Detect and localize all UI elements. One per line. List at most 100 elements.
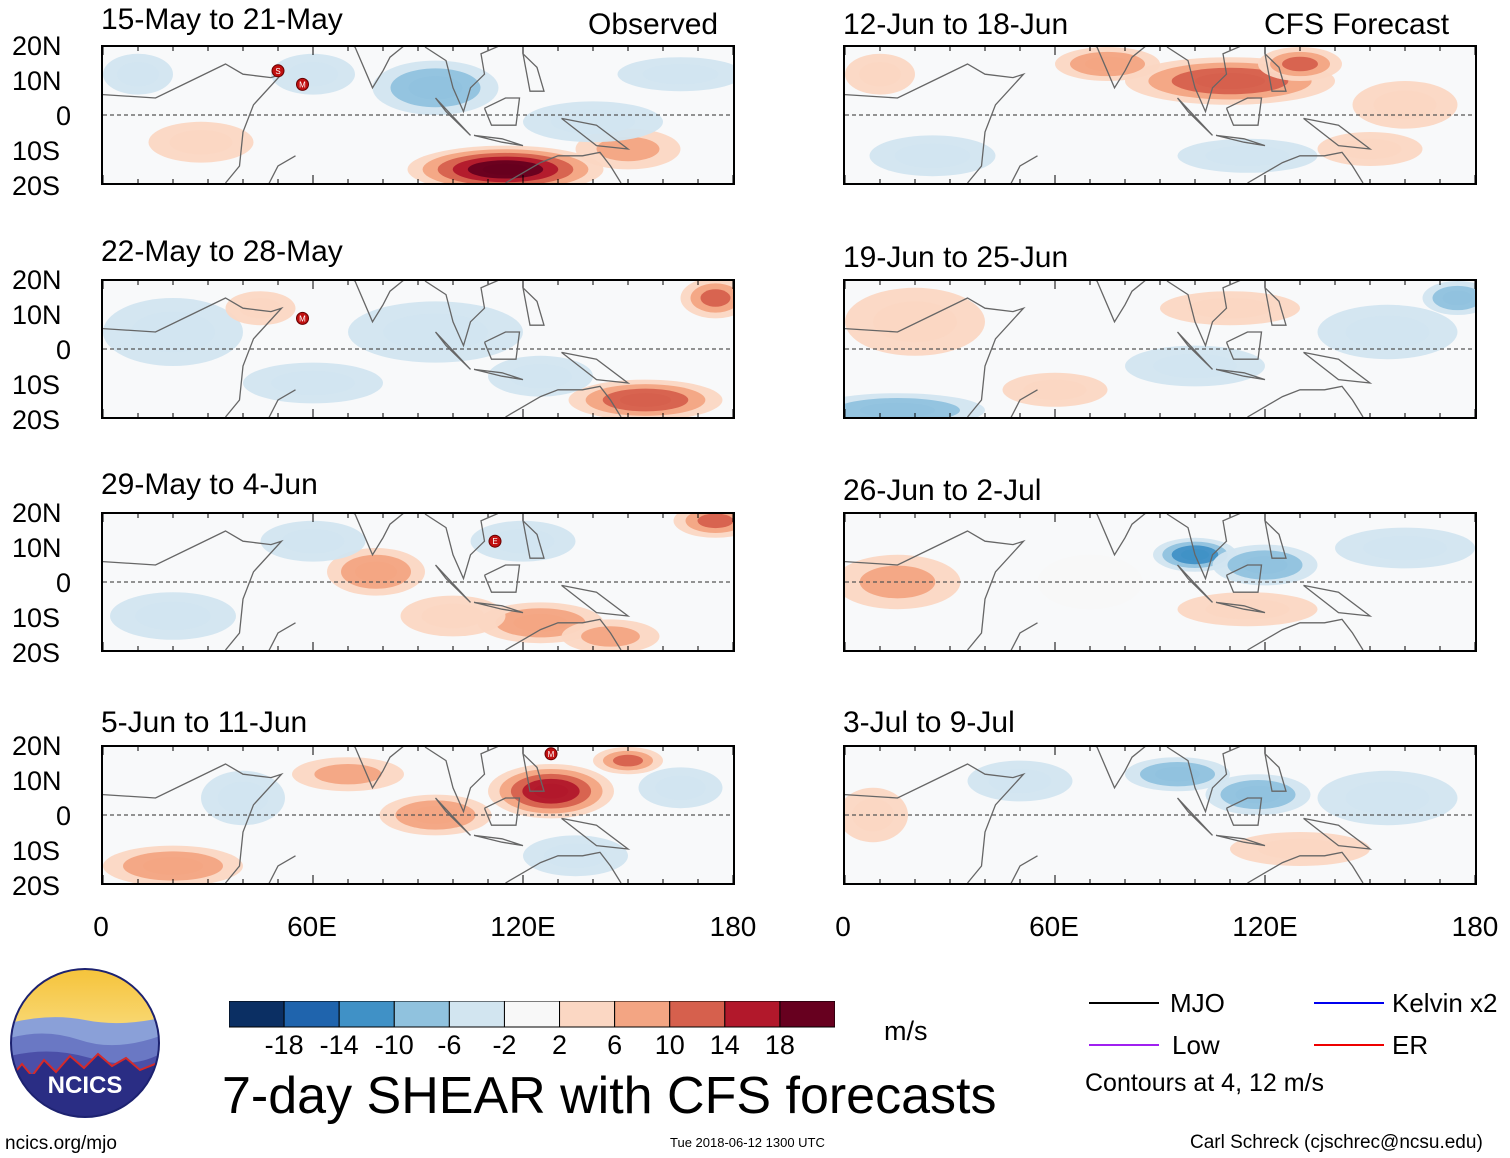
legend-label-mjo: MJO: [1170, 988, 1225, 1018]
coastline: [1176, 797, 1213, 836]
lon-label: 120E: [1232, 911, 1298, 942]
coastline: [845, 297, 1026, 417]
svg-text:NCICS: NCICS: [48, 1072, 123, 1099]
colorbar-tick-label: 10: [654, 1030, 685, 1060]
map-panel: M: [101, 745, 735, 885]
storm-marker-icon: [544, 747, 558, 761]
coastline: [505, 851, 622, 883]
lat-label: 0: [56, 335, 72, 365]
storm-marker-icon: [271, 64, 285, 78]
contour-note: Contours at 4, 12 m/s: [1085, 1069, 1325, 1097]
coastline: [1303, 351, 1373, 384]
ncics-logo-icon: NCICS: [10, 968, 160, 1118]
colorbar-swatch: [724, 1001, 781, 1028]
lat-label: 20N: [12, 31, 62, 61]
storm-marker-label: M: [299, 80, 306, 89]
shear-anomaly-blob: [482, 163, 529, 175]
coastline: [1247, 851, 1364, 883]
coastline: [1010, 155, 1038, 183]
map-panel: E: [101, 512, 735, 652]
storm-marker-label: E: [492, 537, 497, 546]
shear-anomaly-blob: [655, 775, 706, 801]
colorbar-swatch: [503, 1001, 561, 1028]
coastline: [473, 601, 524, 614]
coastline: [1247, 151, 1364, 183]
panel-title-obs-4: 5-Jun to 11-Jun: [101, 706, 308, 739]
storm-marker: E: [488, 534, 502, 548]
colorbar-tick-label: -10: [374, 1030, 414, 1060]
storm-marker-icon: [296, 311, 309, 325]
shear-anomaly-blob: [513, 614, 568, 632]
colorbar-tick-label: 6: [607, 1030, 623, 1060]
shear-anomaly-blob: [1155, 766, 1200, 782]
coastline: [103, 763, 284, 883]
shear-anomaly-blob: [1195, 73, 1265, 89]
shear-anomaly-blob: [894, 143, 971, 169]
colorbar-swatch: [338, 1001, 395, 1028]
coastline: [434, 331, 471, 370]
storm-marker: M: [544, 747, 558, 761]
storm-marker: M: [296, 311, 309, 325]
coastline: [268, 855, 296, 883]
lat-label: 0: [56, 801, 72, 831]
lat-label: 10S: [12, 603, 61, 633]
panel-title-fc-2: 19-Jun to 25-Jun: [843, 241, 1069, 274]
legend-label-low: Low: [1172, 1030, 1220, 1060]
shear-anomaly-blob: [491, 528, 555, 554]
coastline: [1166, 747, 1241, 814]
lat-label: 0: [56, 101, 72, 131]
footer-author: Carl Schreck (cjschrec@ncsu.edu): [1190, 1132, 1483, 1153]
coastline: [1176, 564, 1213, 603]
lon-label: 60E: [1029, 911, 1079, 942]
colorbar: [229, 1001, 835, 1028]
storm-marker-icon: [488, 534, 502, 548]
shear-anomaly-blob: [135, 601, 211, 631]
lat-label: 10S: [12, 136, 61, 166]
lat-label: 10S: [12, 836, 61, 866]
coastline: [434, 797, 471, 836]
shear-anomaly-blob: [1282, 56, 1318, 72]
coastline: [268, 389, 296, 417]
colorbar-tick-label: -2: [492, 1030, 517, 1060]
colorbar-tick-label: -6: [437, 1030, 462, 1060]
coastline: [1095, 47, 1146, 90]
shear-anomaly-blob: [1258, 838, 1342, 860]
colorbar-tick-label: -14: [319, 1030, 359, 1060]
coastline: [473, 834, 524, 847]
coastline: [1225, 331, 1263, 360]
map-svg: [845, 747, 1475, 883]
lon-label: 60E: [287, 911, 337, 942]
shear-anomaly-blob: [355, 561, 397, 582]
cfs-forecast-label: CFS Forecast: [1264, 8, 1450, 41]
coastline: [1225, 797, 1263, 826]
colorbar-swatch: [559, 1001, 616, 1028]
storm-marker-label: M: [299, 314, 306, 323]
shear-anomaly-blob: [271, 370, 355, 396]
colorbar-tick-label: 14: [709, 1030, 740, 1060]
lon-label: 0: [93, 911, 109, 942]
shear-anomaly-blob: [551, 109, 635, 135]
coastline: [353, 747, 404, 790]
coastline: [522, 287, 545, 326]
lat-label: 10N: [12, 66, 62, 96]
panel-title-fc-3: 26-Jun to 2-Jul: [843, 474, 1042, 507]
map-svg: SM: [103, 47, 733, 183]
coastline: [1095, 747, 1146, 790]
lat-label: 20S: [12, 171, 61, 201]
shear-anomaly-blob: [131, 311, 215, 353]
map-panel: [843, 512, 1477, 652]
shear-anomaly-blob: [281, 528, 345, 554]
shear-anomaly-blob: [581, 626, 640, 647]
coastline: [1215, 834, 1266, 847]
legend-line-mjo: [1089, 1002, 1159, 1004]
coastline: [473, 134, 524, 147]
coastline: [103, 297, 284, 417]
lat-label: 10S: [12, 370, 61, 400]
shear-anomaly-blob: [117, 61, 159, 87]
coastline: [522, 753, 545, 792]
coastline: [1010, 389, 1038, 417]
coastline: [505, 385, 622, 417]
shear-anomaly-blob: [1085, 56, 1130, 72]
coastline: [561, 817, 631, 850]
